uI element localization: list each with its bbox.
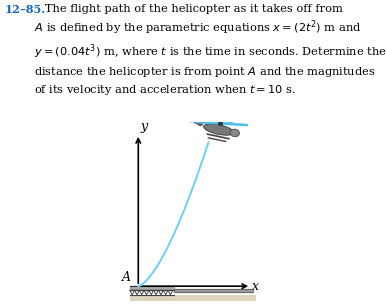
Ellipse shape: [230, 129, 239, 137]
Ellipse shape: [203, 124, 234, 135]
Text: x: x: [252, 280, 259, 293]
Polygon shape: [130, 295, 256, 300]
Text: 12–85.: 12–85.: [5, 4, 46, 15]
Text: y: y: [140, 120, 147, 133]
Text: The flight path of the helicopter as it takes off from
$A$ is defined by the par: The flight path of the helicopter as it …: [34, 4, 386, 97]
Text: A: A: [122, 271, 131, 284]
